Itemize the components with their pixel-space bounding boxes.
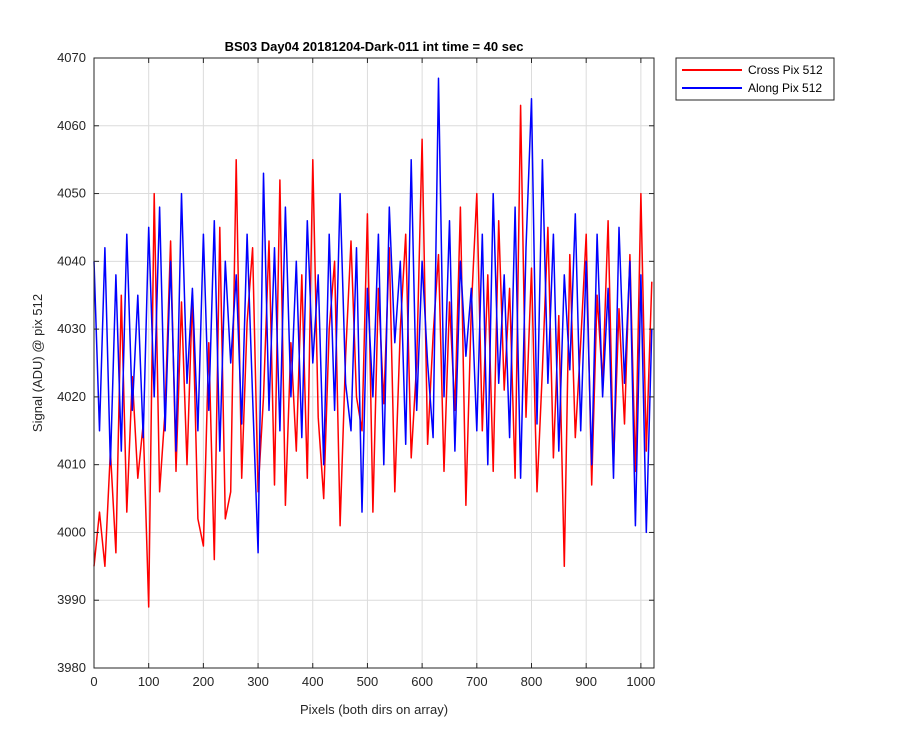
legend: Cross Pix 512 Along Pix 512 [675,57,835,101]
y-tick-label: 4030 [57,321,86,336]
y-tick-label: 3980 [57,660,86,675]
y-axis-label: Signal (ADU) @ pix 512 [30,294,45,432]
y-tick-label: 4000 [57,524,86,539]
y-tick-label: 4020 [57,389,86,404]
x-axis-label: Pixels (both dirs on array) [300,702,448,717]
x-tick-label: 400 [302,674,324,689]
legend-label-along-pix: Along Pix 512 [748,81,822,95]
chart-title: BS03 Day04 20181204-Dark-011 int time = … [225,39,524,54]
y-axis-ticks: 3980 3990 4000 4010 4020 4030 4040 4050 4060 4070 [57,50,654,675]
y-tick-label: 4010 [57,457,86,472]
legend-box [675,57,835,101]
x-tick-label: 600 [411,674,433,689]
y-tick-label: 4070 [57,50,86,65]
y-tick-label: 4060 [57,118,86,133]
x-tick-label: 200 [193,674,215,689]
x-tick-label: 300 [247,674,269,689]
x-tick-label: 0 [90,674,97,689]
plot-frame [93,57,655,669]
x-tick-label: 800 [521,674,543,689]
y-tick-label: 4050 [57,186,86,201]
y-tick-label: 3990 [57,592,86,607]
series-line-along-pix-512 [93,77,653,554]
series-line-cross-pix-512 [93,104,653,608]
y-tick-label: 4040 [57,253,86,268]
series-lines [93,77,653,608]
x-tick-label: 500 [357,674,379,689]
x-axis-ticks: 0 100 200 300 400 500 600 700 800 900 1000 [90,58,655,689]
x-tick-label: 1000 [626,674,655,689]
x-tick-label: 700 [466,674,488,689]
x-tick-label: 900 [575,674,597,689]
legend-label-cross-pix: Cross Pix 512 [748,63,823,77]
x-tick-label: 100 [138,674,160,689]
